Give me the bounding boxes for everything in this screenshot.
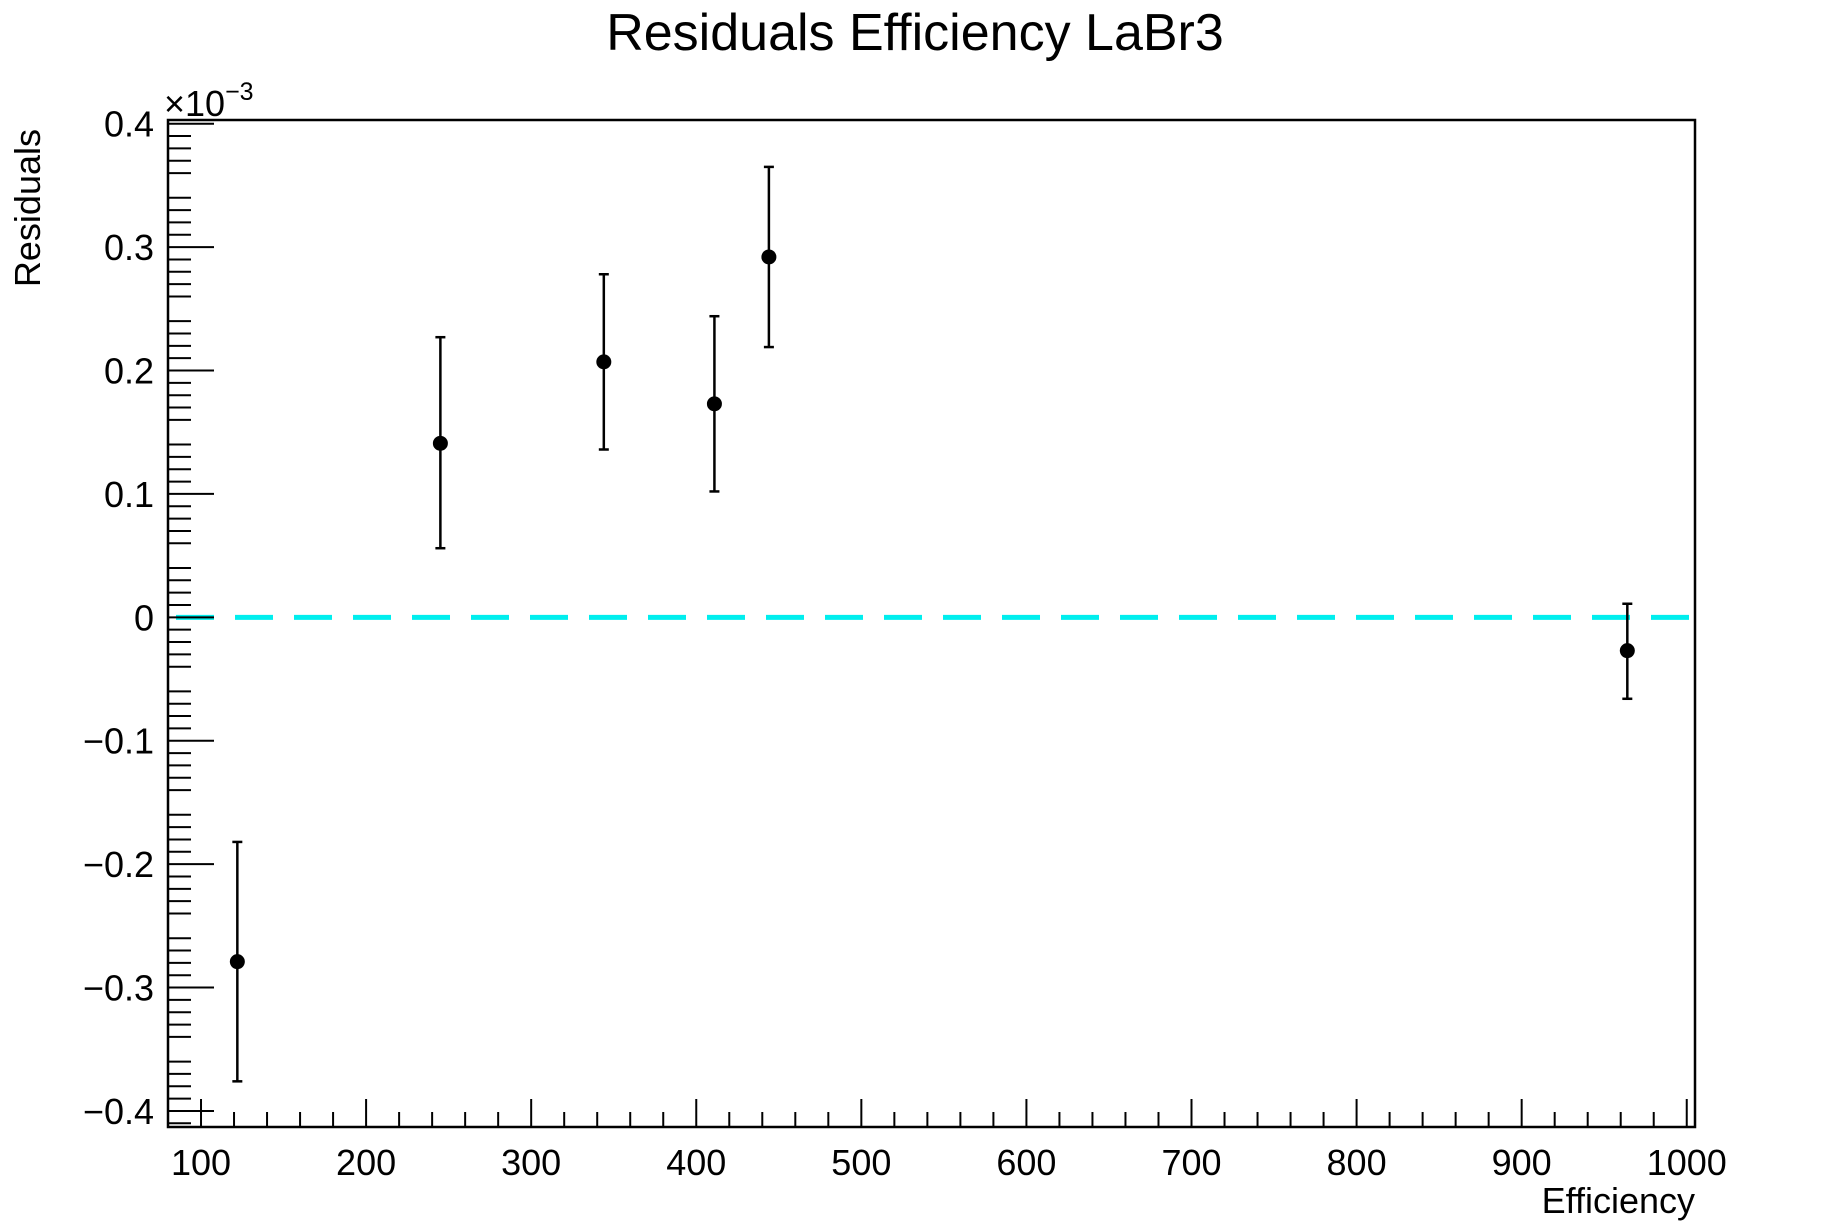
y-multiplier-exponent: −3 bbox=[225, 78, 254, 106]
y-axis-label: Residuals bbox=[7, 129, 48, 287]
x-tick-label: 1000 bbox=[1647, 1142, 1727, 1183]
x-tick-label: 700 bbox=[1161, 1142, 1221, 1183]
y-tick-label: −0.4 bbox=[83, 1091, 154, 1132]
plot-area bbox=[166, 118, 1697, 1129]
x-tick-label: 500 bbox=[831, 1142, 891, 1183]
x-tick-label: 600 bbox=[996, 1142, 1056, 1183]
point-marker bbox=[706, 396, 722, 412]
y-axis-multiplier: ×10−3 bbox=[164, 78, 254, 124]
point-marker bbox=[761, 249, 777, 265]
y-tick-label: 0 bbox=[134, 597, 154, 638]
x-tick-label: 900 bbox=[1492, 1142, 1552, 1183]
y-tick-label: 0.1 bbox=[104, 474, 154, 515]
data-point bbox=[432, 335, 448, 550]
y-tick-label: −0.3 bbox=[83, 968, 154, 1009]
plot-frame bbox=[166, 118, 1697, 1129]
x-axis-label: Efficiency bbox=[1542, 1180, 1695, 1221]
point-marker bbox=[1619, 643, 1635, 659]
data-point bbox=[706, 314, 722, 493]
x-tick-label: 200 bbox=[336, 1142, 396, 1183]
axis-ticks: 100 200 300 400 500 600 700 800 900 1000 −0.4 −0.3 −… bbox=[83, 104, 1727, 1183]
x-tick-label: 800 bbox=[1327, 1142, 1387, 1183]
y-tick-label: 0.2 bbox=[104, 351, 154, 392]
point-marker bbox=[432, 435, 448, 451]
x-tick-label: 100 bbox=[171, 1142, 231, 1183]
point-marker bbox=[596, 354, 612, 370]
chart-title: Residuals Efficiency LaBr3 bbox=[606, 4, 1224, 62]
y-multiplier-base: ×10 bbox=[164, 83, 225, 124]
data-point bbox=[1619, 602, 1635, 701]
point-marker bbox=[229, 954, 245, 970]
y-tick-label: 0.3 bbox=[104, 227, 154, 268]
data-point bbox=[761, 165, 777, 349]
y-tick-label: −0.1 bbox=[83, 721, 154, 762]
y-tick-label: 0.4 bbox=[104, 104, 154, 145]
x-tick-label: 400 bbox=[666, 1142, 726, 1183]
data-points bbox=[229, 165, 1635, 1083]
data-point bbox=[596, 273, 612, 451]
data-point bbox=[229, 840, 245, 1083]
x-tick-label: 300 bbox=[501, 1142, 561, 1183]
y-tick-label: −0.2 bbox=[83, 844, 154, 885]
